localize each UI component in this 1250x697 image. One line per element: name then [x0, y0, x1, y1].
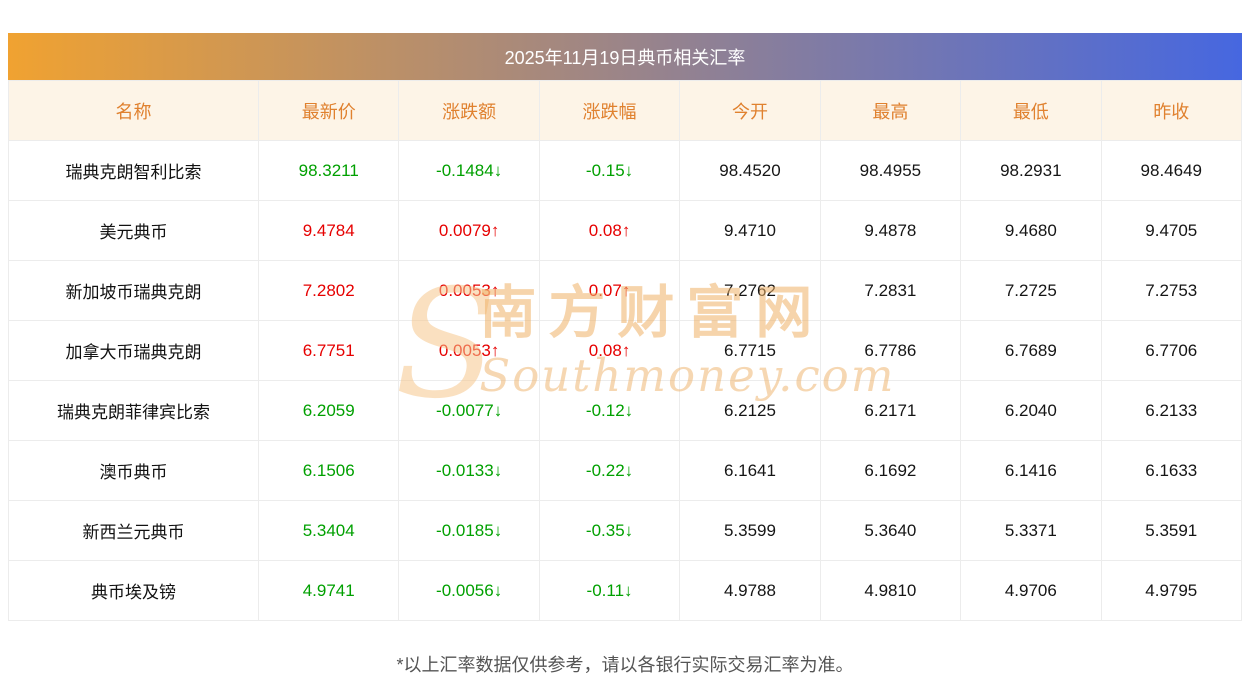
cell-latest: 9.4784 — [257, 200, 400, 261]
cell-change: -0.0185↓ — [398, 500, 540, 561]
column-header-name: 名称 — [8, 80, 259, 141]
table-row: 美元典币 9.4784 0.0079↑ 0.08↑ 9.4710 9.4878 9.4680… — [8, 200, 1243, 261]
cell-low: 7.2725 — [960, 260, 1102, 321]
cell-prev-close: 7.2753 — [1100, 260, 1243, 321]
cell-name: 典币埃及镑 — [8, 560, 259, 621]
cell-open: 6.2125 — [679, 380, 821, 441]
cell-open: 5.3599 — [679, 500, 821, 561]
table-row: 瑞典克朗菲律宾比索 6.2059 -0.0077↓ -0.12↓ 6.2125 6.217… — [8, 380, 1243, 441]
cell-change: -0.1484↓ — [398, 140, 540, 201]
cell-latest: 98.3211 — [257, 140, 400, 201]
cell-prev-close: 98.4649 — [1100, 140, 1243, 201]
cell-change-pct: -0.22↓ — [538, 440, 681, 501]
cell-prev-close: 6.7706 — [1100, 320, 1243, 381]
page-title: 2025年11月19日典币相关汇率 — [504, 47, 746, 68]
cell-change-pct: 0.08↑ — [538, 320, 681, 381]
footer-note: *以上汇率数据仅供参考，请以各银行实际交易汇率为准。 — [396, 655, 854, 675]
table-row: 新加坡币瑞典克朗 7.2802 0.0053↑ 0.07↑ 7.2762 7.2831 7.… — [8, 260, 1243, 321]
column-header-low: 最低 — [960, 80, 1102, 141]
column-header-latest: 最新价 — [257, 80, 400, 141]
cell-latest: 5.3404 — [257, 500, 400, 561]
cell-change: -0.0133↓ — [398, 440, 540, 501]
table-row: 加拿大币瑞典克朗 6.7751 0.0053↑ 0.08↑ 6.7715 6.7786 6.… — [8, 320, 1243, 381]
cell-latest: 7.2802 — [257, 260, 400, 321]
cell-change-pct: -0.12↓ — [538, 380, 681, 441]
cell-open: 6.1641 — [679, 440, 821, 501]
cell-high: 6.2171 — [819, 380, 962, 441]
cell-open: 4.9788 — [679, 560, 821, 621]
cell-low: 6.1416 — [960, 440, 1102, 501]
cell-change-pct: 0.08↑ — [538, 200, 681, 261]
table-row: 瑞典克朗智利比索 98.3211 -0.1484↓ -0.15↓ 98.4520 98.4… — [8, 140, 1243, 201]
table-row: 新西兰元典币 5.3404 -0.0185↓ -0.35↓ 5.3599 5.3640 5.… — [8, 500, 1243, 561]
cell-high: 6.1692 — [819, 440, 962, 501]
cell-name: 新加坡币瑞典克朗 — [8, 260, 259, 321]
cell-name: 瑞典克朗菲律宾比索 — [8, 380, 259, 441]
cell-latest: 6.1506 — [257, 440, 400, 501]
rate-table: 名称 最新价 涨跌额 涨跌幅 今开 最高 最低 昨收 瑞典克朗智利比索 98.32… — [8, 80, 1243, 621]
cell-name: 新西兰元典币 — [8, 500, 259, 561]
cell-low: 9.4680 — [960, 200, 1102, 261]
cell-prev-close: 5.3591 — [1100, 500, 1243, 561]
cell-latest: 6.7751 — [257, 320, 400, 381]
cell-low: 5.3371 — [960, 500, 1102, 561]
cell-name: 美元典币 — [8, 200, 259, 261]
column-header-change-pct: 涨跌幅 — [538, 80, 681, 141]
column-header-prev-close: 昨收 — [1100, 80, 1243, 141]
cell-low: 6.2040 — [960, 380, 1102, 441]
cell-high: 5.3640 — [819, 500, 962, 561]
cell-prev-close: 4.9795 — [1100, 560, 1243, 621]
cell-open: 6.7715 — [679, 320, 821, 381]
header-row: 名称 最新价 涨跌额 涨跌幅 今开 最高 最低 昨收 — [8, 80, 1243, 141]
column-header-high: 最高 — [819, 80, 962, 141]
cell-change-pct: 0.07↑ — [538, 260, 681, 321]
cell-latest: 4.9741 — [257, 560, 400, 621]
table-row: 澳币典币 6.1506 -0.0133↓ -0.22↓ 6.1641 6.1692 6.14… — [8, 440, 1243, 501]
cell-name: 澳币典币 — [8, 440, 259, 501]
table-header: 名称 最新价 涨跌额 涨跌幅 今开 最高 最低 昨收 — [8, 80, 1243, 141]
cell-high: 98.4955 — [819, 140, 962, 201]
cell-change: -0.0077↓ — [398, 380, 540, 441]
cell-name: 加拿大币瑞典克朗 — [8, 320, 259, 381]
cell-high: 4.9810 — [819, 560, 962, 621]
cell-latest: 6.2059 — [257, 380, 400, 441]
table-row: 典币埃及镑 4.9741 -0.0056↓ -0.11↓ 4.9788 4.9810 4.9… — [8, 560, 1243, 621]
page: 2025年11月19日典币相关汇率 名称 最新价 涨跌额 涨跌幅 今开 最高 最… — [8, 0, 1243, 689]
cell-change: -0.0056↓ — [398, 560, 540, 621]
cell-name: 瑞典克朗智利比索 — [8, 140, 259, 201]
cell-prev-close: 6.1633 — [1100, 440, 1243, 501]
cell-low: 4.9706 — [960, 560, 1102, 621]
cell-open: 98.4520 — [679, 140, 821, 201]
cell-open: 7.2762 — [679, 260, 821, 321]
cell-change: 0.0053↑ — [398, 260, 540, 321]
cell-high: 9.4878 — [819, 200, 962, 261]
cell-low: 98.2931 — [960, 140, 1102, 201]
cell-open: 9.4710 — [679, 200, 821, 261]
cell-change: 0.0053↑ — [398, 320, 540, 381]
cell-high: 7.2831 — [819, 260, 962, 321]
column-header-change: 涨跌额 — [398, 80, 540, 141]
cell-prev-close: 9.4705 — [1100, 200, 1243, 261]
cell-change: 0.0079↑ — [398, 200, 540, 261]
cell-low: 6.7689 — [960, 320, 1102, 381]
cell-change-pct: -0.35↓ — [538, 500, 681, 561]
cell-high: 6.7786 — [819, 320, 962, 381]
cell-change-pct: -0.11↓ — [538, 560, 681, 621]
title-bar: 2025年11月19日典币相关汇率 — [8, 33, 1242, 80]
cell-change-pct: -0.15↓ — [538, 140, 681, 201]
cell-prev-close: 6.2133 — [1100, 380, 1243, 441]
rate-table-body: 瑞典克朗智利比索 98.3211 -0.1484↓ -0.15↓ 98.4520 98.4… — [8, 140, 1243, 621]
column-header-open: 今开 — [679, 80, 821, 141]
